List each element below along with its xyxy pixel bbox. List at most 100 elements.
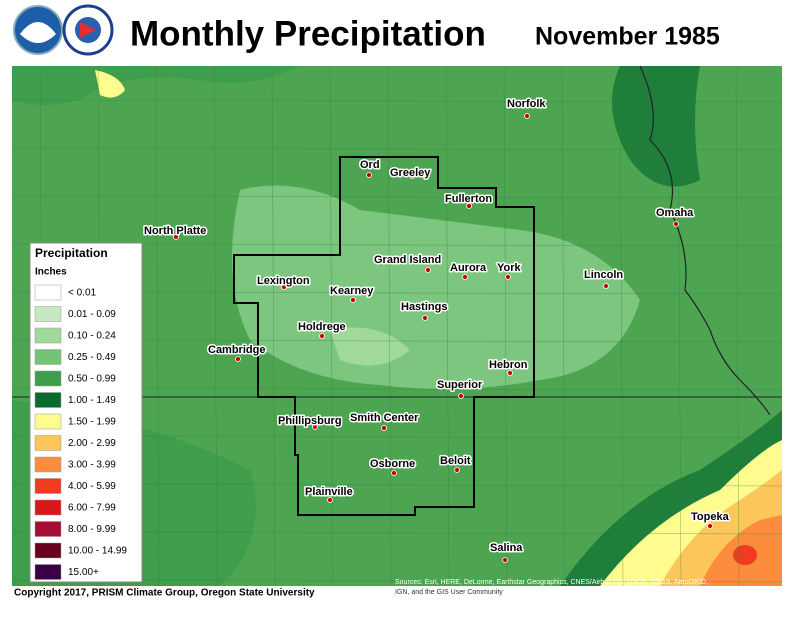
noaa-logo-bird [20,22,56,43]
legend-label: 1.50 - 1.99 [68,417,116,428]
legend-label: < 0.01 [68,288,97,299]
city-dot [454,467,460,473]
map-period: November 1985 [535,23,720,51]
county-line [155,65,160,587]
legend-label: 0.50 - 0.99 [68,374,116,385]
city-label: Cambridge [208,344,265,356]
city-label: North Platte [144,225,206,237]
nws-logo-flag [80,22,96,38]
attribution: IGN, and the GIS User Community [395,589,503,596]
city-label: Lincoln [584,269,623,281]
city-label: Lexington [257,275,310,287]
city-dot [327,497,333,503]
city-dot [312,424,318,430]
legend-swatch [34,564,62,580]
legend-label: 0.10 - 0.24 [68,331,116,342]
city-label: Omaha [656,207,694,219]
county-line [11,195,783,199]
county-line [735,65,740,587]
legend-label: 4.00 - 5.99 [68,481,116,492]
legend-label: 3.00 - 3.99 [68,460,116,471]
legend-label: 6.00 - 7.99 [68,503,116,514]
legend-swatch [34,435,62,451]
city-label: Fullerton [445,193,492,205]
city-dot [502,557,508,563]
city-dot [281,284,287,290]
city-label: Grand Island [374,254,441,266]
legend-label: 2.00 - 2.99 [68,438,116,449]
legend-label: 8.00 - 9.99 [68,524,116,535]
city-label: Topeka [691,511,730,523]
legend-label: 0.25 - 0.49 [68,352,116,363]
legend-swatch [34,306,62,322]
county-line [213,65,218,587]
county-line [677,65,682,587]
cities: Norfolk Ord Greeley Fullerton Omaha North Pla… [143,96,731,563]
city-dot [603,283,609,289]
shade-red-se [733,545,757,565]
legend-swatch [34,521,62,537]
city-dot [458,393,464,399]
county-line [11,147,783,151]
copyright: Copyright 2017, PRISM Climate Group, Ore… [14,588,315,599]
city-dot [173,234,179,240]
cwa-boundary [233,156,535,516]
city-label: Norfolk [507,98,546,110]
city-dot [425,267,431,273]
shade-yellow-nw [95,70,125,98]
city-label: Smith Center [350,412,419,424]
legend-swatch [34,542,62,559]
city-label: Aurora [450,262,487,274]
city-dot [422,315,428,321]
legend-swatch [34,456,62,473]
city-dot [524,113,530,119]
footer-bg [0,586,792,612]
city-label: Kearney [330,285,374,297]
legend-label: 1.00 - 1.49 [68,395,116,406]
legend: Precipitation Inches < 0.01 0.01 - 0.09 0.… [29,242,143,583]
county-line [387,65,392,587]
legend-swatch [34,413,62,430]
legend-label: 0.01 - 0.09 [68,309,116,320]
legend-swatch [34,392,62,408]
city-label: Osborne [370,458,415,470]
city-label: Phillipsburg [278,415,342,427]
city-label: Salina [490,542,523,554]
city-label: Hebron [489,359,528,371]
city-dot [505,274,511,280]
city-dot [462,274,468,280]
legend-swatch [34,327,62,344]
shade-nw [12,66,300,105]
city-dot [381,425,387,431]
city-dot [707,523,713,529]
legend-units: Inches [35,267,67,278]
city-dot [409,173,415,179]
legend-swatch [34,284,62,301]
city-dot [319,333,325,339]
city-dot [350,297,356,303]
map-title: Monthly Precipitation [130,14,486,53]
city-label: York [497,262,522,274]
legend-swatch [34,478,62,494]
legend-label: 15.00+ [68,567,99,578]
city-dot [673,221,679,227]
attribution: Sources: Esri, HERE, DeLorme, Earthstar … [395,579,708,586]
city-label: Greeley [390,167,431,179]
legend-swatch [34,499,62,516]
city-label: Beloit [440,455,471,467]
city-label: Superior [437,379,483,391]
logos [13,4,114,56]
city-dot [366,172,372,178]
legend-swatch [34,349,62,365]
county-line [619,65,624,587]
city-dot [507,370,513,376]
city-dot [391,470,397,476]
shade-lighter [330,327,410,366]
legend-swatch [34,370,62,387]
legend-label: 10.00 - 14.99 [68,546,127,557]
county-line [11,99,783,103]
city-label: Holdrege [298,321,346,333]
county-line [271,65,276,587]
